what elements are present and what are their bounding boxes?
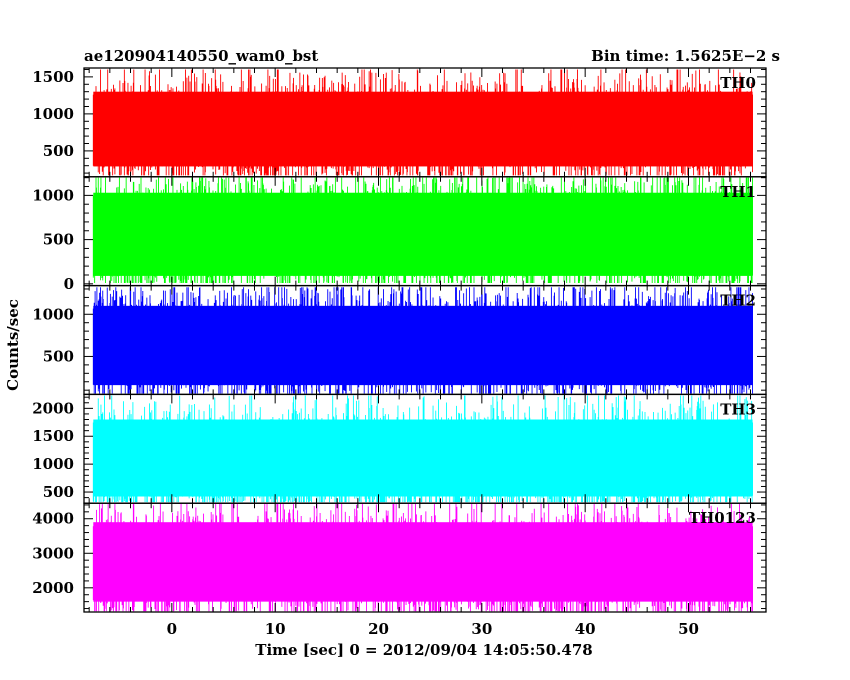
series-line-th0123 — [92, 503, 753, 612]
chart-title: ae120904140550_wam0_bst — [84, 47, 318, 65]
panel-label-th0: TH0 — [720, 74, 756, 92]
y-tick-label: 2000 — [32, 579, 74, 597]
y-tick-label: 1000 — [32, 305, 74, 323]
y-tick-label: 2000 — [32, 399, 74, 417]
panels-group: 500 1000 1500 TH0 0 500 1000 TH1 500 1000 TH2 500 10… — [32, 67, 767, 613]
y-tick-label: 500 — [43, 483, 74, 501]
y-tick-label: 4000 — [32, 510, 74, 528]
series-line-th2 — [92, 287, 753, 394]
x-tick-label: 10 — [265, 620, 286, 638]
y-tick-label: 3000 — [32, 544, 74, 562]
bin-time-label: Bin time: 1.5625E−2 s — [591, 47, 780, 65]
panel-label-th1: TH1 — [720, 183, 756, 201]
x-tick-label: 0 — [167, 620, 177, 638]
panel-th2: 500 1000 TH2 — [32, 284, 767, 396]
panel-th0123: 2000 3000 4000 TH0123 — [32, 502, 767, 613]
panel-th1: 0 500 1000 TH1 — [32, 176, 767, 293]
x-axis-label: Time [sec] 0 = 2012/09/04 14:05:50.478 — [255, 641, 592, 659]
y-tick-label: 500 — [43, 231, 74, 249]
x-tick-label: 50 — [678, 620, 699, 638]
panel-label-th3: TH3 — [720, 400, 756, 418]
x-tick-label: 30 — [471, 620, 492, 638]
y-tick-label: 1500 — [32, 427, 74, 445]
series-line-th3 — [92, 395, 753, 503]
y-tick-label: 0 — [64, 275, 74, 293]
series-line-th1 — [92, 177, 753, 283]
panel-label-th0123: TH0123 — [689, 509, 756, 527]
y-tick-label: 500 — [43, 347, 74, 365]
y-tick-label: 1000 — [32, 105, 74, 123]
panel-label-th2: TH2 — [720, 292, 756, 310]
y-tick-label: 1500 — [32, 68, 74, 86]
y-tick-label: 1000 — [32, 186, 74, 204]
y-tick-label: 500 — [43, 142, 74, 160]
x-tick-label: 20 — [368, 620, 389, 638]
x-tick-label: 40 — [575, 620, 596, 638]
y-axis-label: Counts/sec — [4, 299, 22, 391]
x-axis: 0 10 20 30 40 50 — [167, 620, 699, 638]
panel-th3: 500 1000 1500 2000 TH3 — [32, 393, 767, 504]
series-line-th0 — [92, 69, 753, 176]
panel-th0: 500 1000 1500 TH0 — [32, 67, 767, 178]
y-tick-label: 1000 — [32, 455, 74, 473]
panel-frame — [83, 502, 767, 613]
